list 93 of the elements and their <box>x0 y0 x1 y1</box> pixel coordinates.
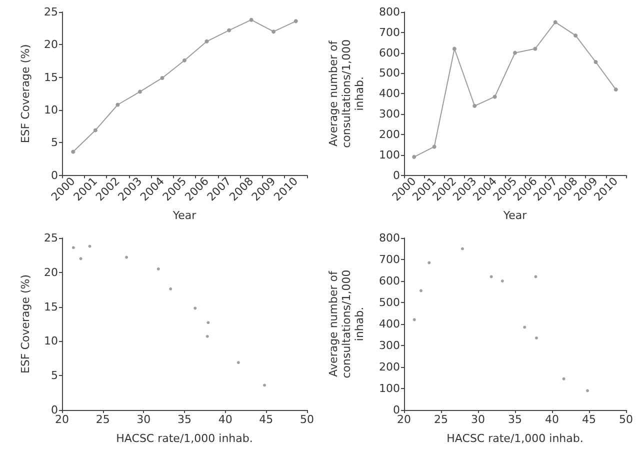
point <box>432 144 436 149</box>
y-tick-label: 0 <box>393 168 400 182</box>
x-tick-label: 30 <box>136 413 151 426</box>
point <box>156 267 160 270</box>
point <box>227 28 232 32</box>
y-tick-label: 600 <box>379 46 400 60</box>
x-tick-label: 45 <box>582 413 596 426</box>
point <box>523 326 526 329</box>
point <box>138 90 142 94</box>
point <box>182 58 186 62</box>
point <box>160 76 164 80</box>
y-tick-label: 400 <box>379 318 400 330</box>
point <box>562 377 566 380</box>
y-tick-label: 10 <box>44 103 58 116</box>
y-tick-label: 100 <box>379 148 400 162</box>
point <box>412 154 416 159</box>
y-tick-label: 500 <box>379 296 400 309</box>
x-tick-label: 25 <box>96 413 110 426</box>
point <box>594 60 598 64</box>
point <box>93 128 98 132</box>
y-tick-label: 700 <box>379 26 400 39</box>
x-axis-title: Year <box>502 209 528 222</box>
point <box>586 389 590 392</box>
y-tick-label: 700 <box>379 253 400 266</box>
y-tick-label: 0 <box>51 168 58 182</box>
point <box>492 94 497 99</box>
point <box>272 30 276 34</box>
y-axis-title: Average number of consultations/1,000 inhab. <box>327 39 366 148</box>
point <box>472 104 477 108</box>
x-tick-label: 50 <box>619 413 633 426</box>
point <box>79 257 82 260</box>
point <box>533 46 538 51</box>
y-tick-label: 800 <box>379 232 400 244</box>
point <box>500 280 504 282</box>
x-tick-label: 25 <box>434 413 448 426</box>
y-tick-label: 15 <box>44 70 58 84</box>
point <box>553 20 558 24</box>
point <box>534 336 538 340</box>
x-tick-label: 30 <box>471 413 485 426</box>
y-tick-label: 800 <box>379 6 400 18</box>
point <box>412 318 416 322</box>
y-tick-label: 15 <box>44 300 58 314</box>
y-tick-label: 0 <box>51 404 58 416</box>
point <box>460 247 464 250</box>
x-tick-label: 50 <box>300 413 314 426</box>
x-axis-title: HACSC rate/1,000 inhab. <box>446 432 584 445</box>
y-tick-label: 400 <box>379 87 400 100</box>
x-axis-title: Year <box>172 209 197 222</box>
point <box>116 102 120 107</box>
point <box>452 46 456 51</box>
point <box>420 289 423 292</box>
point <box>249 18 254 22</box>
point <box>534 275 538 278</box>
y-tick-label: 5 <box>51 369 58 382</box>
point <box>72 246 75 250</box>
point <box>204 39 209 44</box>
y-tick-label: 20 <box>44 38 58 52</box>
y-tick-label: 0 <box>393 404 400 416</box>
y-tick-label: 300 <box>379 339 400 352</box>
y-tick-label: 200 <box>379 128 400 141</box>
y-tick-label: 5 <box>51 136 58 150</box>
y-axis-title: Average number of consultations/1,000 inhab. <box>327 270 366 378</box>
point <box>206 334 209 338</box>
x-axis-title: HACSC rate/1,000 inhab. <box>116 432 253 445</box>
x-tick-label: 35 <box>178 413 192 426</box>
y-tick-label: 10 <box>44 334 58 348</box>
y-tick-label: 25 <box>44 6 58 18</box>
point <box>294 19 298 24</box>
point <box>194 306 197 310</box>
x-tick-label: 40 <box>218 413 232 426</box>
y-axis-title: ESF Coverage (%) <box>19 274 32 374</box>
y-axis-title: ESF Coverage (%) <box>19 44 32 144</box>
y-tick-label: 25 <box>44 232 58 244</box>
y-tick-label: 200 <box>379 360 400 374</box>
x-tick-label: 40 <box>545 413 559 426</box>
point <box>263 384 266 387</box>
y-tick-label: 20 <box>44 266 58 279</box>
point <box>71 150 76 154</box>
y-tick-label: 100 <box>379 382 400 395</box>
x-tick-label: 45 <box>259 413 274 426</box>
x-tick-label: 35 <box>508 413 522 426</box>
point <box>614 88 618 92</box>
point <box>125 256 128 259</box>
point <box>236 361 240 364</box>
point <box>206 321 210 324</box>
point <box>513 50 517 55</box>
y-tick-label: 600 <box>379 274 400 288</box>
point <box>490 275 493 278</box>
y-tick-label: 300 <box>379 108 400 121</box>
y-tick-label: 500 <box>379 66 400 80</box>
point <box>88 244 92 248</box>
point <box>169 287 172 290</box>
point <box>574 33 578 38</box>
